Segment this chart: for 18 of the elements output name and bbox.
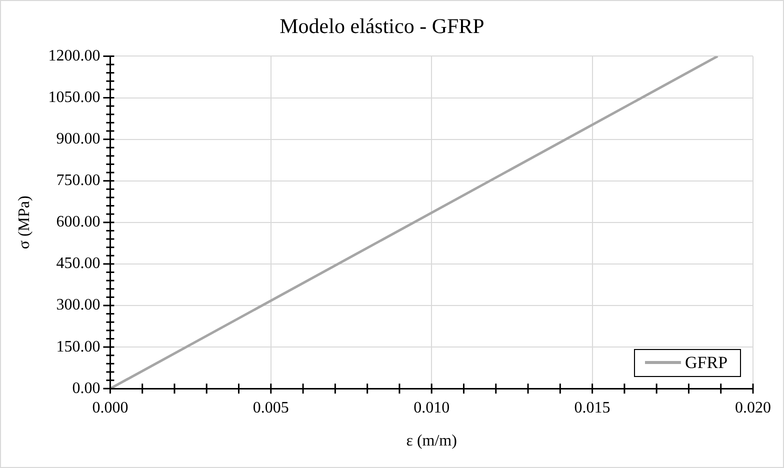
x-tick-label: 0.015 xyxy=(574,399,610,416)
y-tick-label: 300.00 xyxy=(56,296,100,314)
y-tick-label: 600.00 xyxy=(56,214,100,231)
y-tick-label: 450.00 xyxy=(56,255,100,272)
x-axis-title: ε (m/m) xyxy=(406,432,457,450)
x-tick-label: 0.000 xyxy=(92,399,128,416)
y-tick-label: 750.00 xyxy=(56,172,100,190)
x-tick-label: 0.010 xyxy=(414,399,450,416)
y-tick-label: 1200.00 xyxy=(48,47,100,64)
y-tick-label: 0.00 xyxy=(72,380,100,397)
x-tick-label: 0.020 xyxy=(735,399,771,416)
y-axis-title: σ (MPa) xyxy=(16,196,33,250)
legend-label: GFRP xyxy=(685,352,728,373)
chart-title: Modelo elástico - GFRP xyxy=(280,14,484,38)
y-tick-label: 1050.00 xyxy=(48,88,100,106)
y-tick-label: 900.00 xyxy=(56,130,100,148)
x-tick-label: 0.005 xyxy=(252,399,289,416)
y-tick-label: 150.00 xyxy=(56,338,100,356)
